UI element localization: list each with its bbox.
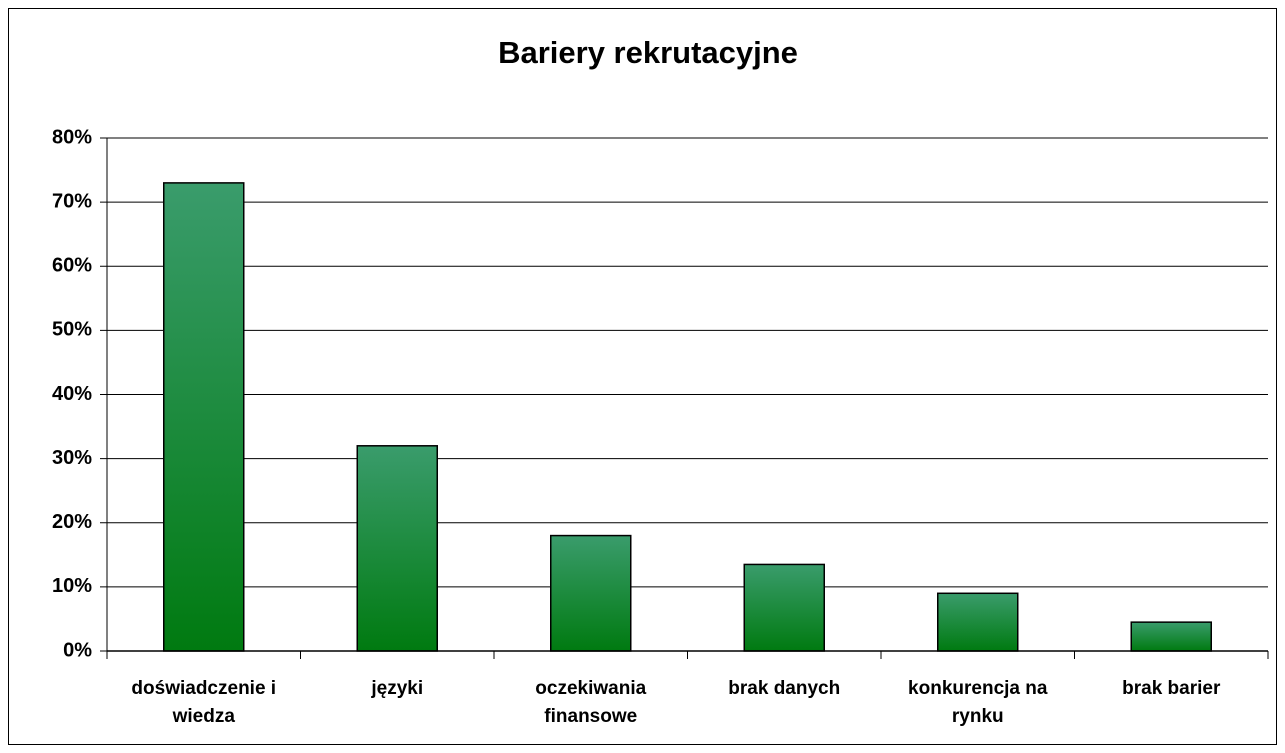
x-tick-label: doświadczenie i wiedza [131, 678, 277, 727]
y-tick-label: 40% [52, 383, 92, 405]
chart-title: Bariery rekrutacyjne [498, 35, 798, 70]
bar [1130, 621, 1212, 652]
y-tick-label: 60% [52, 255, 92, 277]
y-tick-label: 70% [52, 190, 92, 212]
y-tick-label: 0% [63, 639, 92, 661]
bar [937, 592, 1019, 652]
bar [356, 445, 438, 652]
x-tick-label: konkurencja na rynku [908, 678, 1048, 727]
x-tick-label: brak barier [1122, 678, 1221, 699]
bar [163, 182, 245, 652]
y-tick-label: 50% [52, 319, 92, 341]
y-tick-label: 20% [52, 511, 92, 533]
bar [550, 534, 632, 652]
y-tick-label: 30% [52, 447, 92, 469]
y-tick-label: 10% [52, 575, 92, 597]
x-tick-label: oczekiwania finansowe [535, 678, 647, 727]
y-tick-label: 80% [52, 126, 92, 148]
x-tick-label: brak danych [728, 678, 841, 699]
bar [743, 563, 825, 652]
x-tick-label: języki [371, 678, 424, 699]
